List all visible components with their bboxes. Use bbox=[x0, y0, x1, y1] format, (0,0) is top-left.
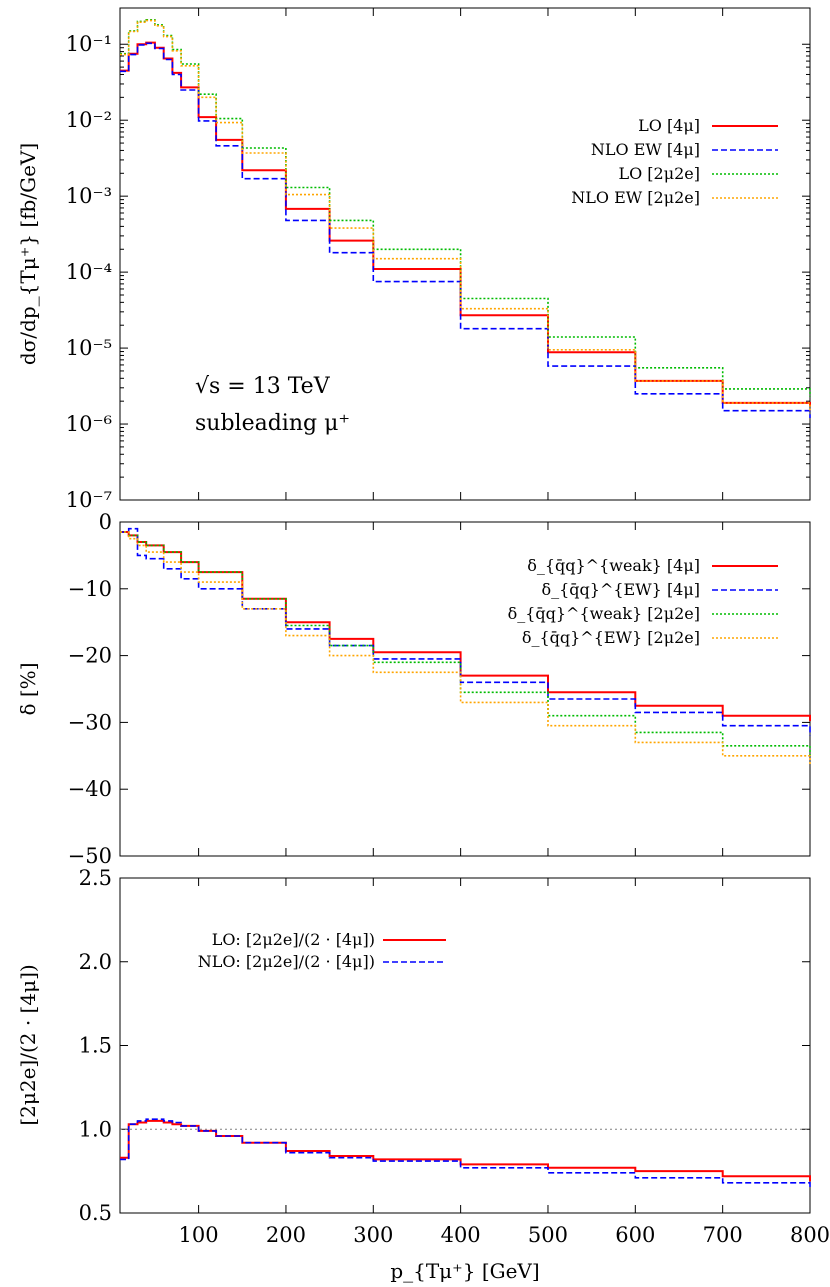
axis-ticks: 100 200 300 400 500 600 700 800 10⁻⁷ 10⁻⁶ 10⁻⁵ 10⁻⁴… bbox=[66, 8, 830, 1247]
y-tick-label: −50 bbox=[68, 844, 112, 868]
legend-label: LO [2μ2e] bbox=[618, 164, 700, 183]
y-tick-label: 0.5 bbox=[79, 1201, 112, 1225]
y-tick-label: 10⁻³ bbox=[66, 184, 112, 208]
energy-annotation: √s = 13 TeV bbox=[195, 374, 331, 399]
middle-y-axis-label: δ [%] bbox=[16, 662, 40, 715]
y-tick-label: 1.0 bbox=[79, 1117, 112, 1141]
series-line-1-1 bbox=[120, 527, 811, 736]
legend-label: NLO EW [2μ2e] bbox=[571, 188, 700, 207]
particle-annotation: subleading μ⁺ bbox=[195, 411, 350, 436]
y-tick-label: −30 bbox=[68, 710, 112, 734]
middle-panel-frame bbox=[119, 521, 811, 857]
x-tick-label: 500 bbox=[528, 1223, 568, 1247]
legend-label: δ_{q̄q}^{EW} [2μ2e] bbox=[522, 628, 700, 647]
x-tick-label: 200 bbox=[266, 1223, 306, 1247]
legend-label: NLO: [2μ2e]/(2 · [4μ]) bbox=[198, 952, 375, 971]
series-line-2-0 bbox=[120, 1119, 811, 1182]
bottom-y-axis-label: [2μ2e]/(2 · [4μ]) bbox=[16, 964, 40, 1125]
y-tick-label: 10⁻⁵ bbox=[66, 336, 112, 360]
x-tick-label: 800 bbox=[790, 1223, 830, 1247]
series-line-1-3 bbox=[120, 531, 811, 766]
series-line-0-0 bbox=[120, 41, 811, 407]
x-tick-label: 400 bbox=[441, 1223, 481, 1247]
legend-label: δ_{q̄q}^{weak} [4μ] bbox=[527, 556, 700, 575]
y-tick-label: 1.5 bbox=[79, 1034, 112, 1058]
y-tick-label: 10⁻¹ bbox=[66, 32, 112, 56]
y-tick-label: 0 bbox=[99, 510, 112, 534]
legend-label: δ_{q̄q}^{EW} [4μ] bbox=[541, 580, 700, 599]
x-tick-label: 600 bbox=[615, 1223, 655, 1247]
series-line-0-2 bbox=[120, 19, 811, 397]
top-panel-frame bbox=[119, 7, 811, 501]
x-tick-label: 700 bbox=[703, 1223, 743, 1247]
legend-label: NLO EW [4μ] bbox=[591, 140, 700, 159]
legend-label: LO [4μ] bbox=[638, 116, 700, 135]
y-tick-label: 2.5 bbox=[79, 866, 112, 890]
series-line-0-1 bbox=[120, 42, 811, 418]
y-tick-label: 10⁻⁶ bbox=[66, 412, 112, 436]
series-line-2-1 bbox=[120, 1118, 811, 1188]
y-tick-label: 10⁻⁴ bbox=[66, 260, 112, 284]
top-y-axis-label: dσ/dp_{Tμ⁺} [fb/GeV] bbox=[16, 143, 40, 365]
y-tick-label: −20 bbox=[68, 644, 112, 668]
y-tick-label: 2.0 bbox=[79, 950, 112, 974]
legends: LO [4μ] NLO EW [4μ] LO [2μ2e] NLO EW [2μ2e]… bbox=[198, 116, 778, 971]
y-tick-label: 10⁻² bbox=[66, 108, 112, 132]
x-axis-label: p_{Tμ⁺} [GeV] bbox=[390, 1259, 539, 1283]
series-line-0-3 bbox=[120, 19, 811, 411]
bottom-panel-frame bbox=[119, 877, 811, 1214]
x-tick-label: 100 bbox=[179, 1223, 219, 1247]
x-tick-label: 300 bbox=[353, 1223, 393, 1247]
y-tick-label: 10⁻⁷ bbox=[66, 488, 112, 512]
legend-label: LO: [2μ2e]/(2 · [4μ]) bbox=[212, 930, 375, 949]
legend-label: δ_{q̄q}^{weak} [2μ2e] bbox=[508, 604, 700, 623]
data-series bbox=[120, 19, 811, 1188]
y-tick-label: −40 bbox=[68, 777, 112, 801]
series-line-1-2 bbox=[120, 531, 811, 756]
y-tick-label: −10 bbox=[68, 577, 112, 601]
